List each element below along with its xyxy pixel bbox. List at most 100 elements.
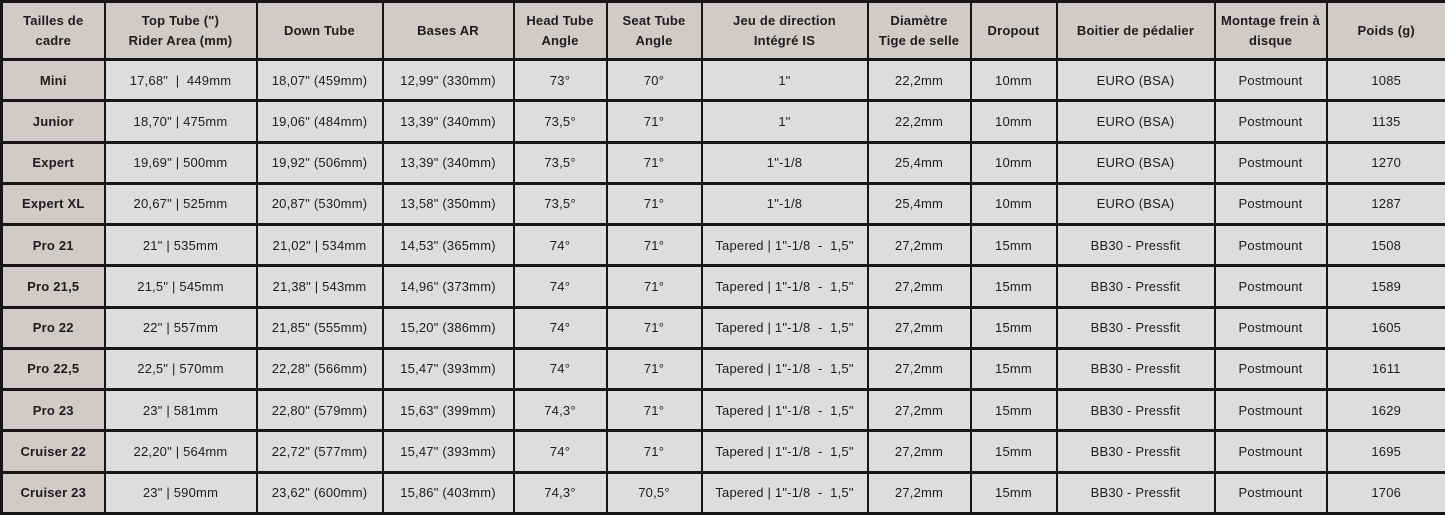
data-cell: 27,2mm xyxy=(866,388,972,433)
data-cell: 74,3° xyxy=(512,388,608,433)
column-header-frame-sizes: Tailles de cadre xyxy=(0,0,106,61)
data-cell: Postmount xyxy=(1213,223,1328,268)
column-header-down-tube: Down Tube xyxy=(255,0,384,61)
data-cell: Postmount xyxy=(1213,181,1328,227)
data-cell: 22,2mm xyxy=(866,99,972,144)
data-cell: 23" | 590mm xyxy=(103,470,258,515)
data-cell: 15mm xyxy=(969,223,1058,268)
data-cell: 1" xyxy=(700,99,869,144)
data-cell: 14,53" (365mm) xyxy=(381,223,515,268)
data-cell: 21,02" | 534mm xyxy=(255,223,384,268)
row-label-cell: Expert xyxy=(0,140,106,185)
row-label-cell: Pro 22 xyxy=(0,305,106,350)
data-cell: BB30 - Pressfit xyxy=(1055,264,1216,309)
data-cell: 71° xyxy=(605,429,703,474)
data-cell: 27,2mm xyxy=(866,305,972,350)
data-cell: 15,63" (399mm) xyxy=(381,388,515,433)
data-cell: 71° xyxy=(605,388,703,433)
data-cell: 73,5° xyxy=(512,181,608,227)
data-cell: 1695 xyxy=(1325,429,1445,474)
data-cell: 74° xyxy=(512,346,608,392)
data-cell: 27,2mm xyxy=(866,470,972,515)
row-label-cell: Pro 22,5 xyxy=(0,346,106,392)
header-row: Tailles de cadre Top Tube (") Rider Area … xyxy=(0,0,1445,61)
data-cell: Tapered | 1"-1/8 - 1,5" xyxy=(700,346,869,392)
data-cell: 1" xyxy=(700,57,869,103)
table-row: Pro 21,5 21,5" | 545mm 21,38" | 543mm 14,96… xyxy=(0,264,1445,309)
table-row: Pro 23 23" | 581mm 22,80" (579mm) 15,63" (3… xyxy=(0,388,1445,433)
data-cell: 19,92" (506mm) xyxy=(255,140,384,185)
data-cell: 22,72" (577mm) xyxy=(255,429,384,474)
data-cell: 22" | 557mm xyxy=(103,305,258,350)
data-cell: BB30 - Pressfit xyxy=(1055,470,1216,515)
data-cell: 71° xyxy=(605,99,703,144)
data-cell: 1605 xyxy=(1325,305,1445,350)
data-cell: Postmount xyxy=(1213,346,1328,392)
data-cell: 27,2mm xyxy=(866,264,972,309)
row-label-cell: Mini xyxy=(0,57,106,103)
data-cell: BB30 - Pressfit xyxy=(1055,429,1216,474)
data-cell: 1085 xyxy=(1325,57,1445,103)
column-header-dropout: Dropout xyxy=(969,0,1058,61)
data-cell: 74° xyxy=(512,429,608,474)
data-cell: 71° xyxy=(605,223,703,268)
data-cell: 1135 xyxy=(1325,99,1445,144)
data-cell: 18,70" | 475mm xyxy=(103,99,258,144)
data-cell: 71° xyxy=(605,181,703,227)
table-header: Tailles de cadre Top Tube (") Rider Area … xyxy=(0,0,1445,61)
data-cell: Postmount xyxy=(1213,99,1328,144)
data-cell: 22,28" (566mm) xyxy=(255,346,384,392)
data-cell: 10mm xyxy=(969,181,1058,227)
data-cell: 12,99" (330mm) xyxy=(381,57,515,103)
data-cell: Tapered | 1"-1/8 - 1,5" xyxy=(700,470,869,515)
column-header-headset: Jeu de direction Intégré IS xyxy=(700,0,869,61)
data-cell: Tapered | 1"-1/8 - 1,5" xyxy=(700,388,869,433)
data-cell: 1589 xyxy=(1325,264,1445,309)
data-cell: 15,20" (386mm) xyxy=(381,305,515,350)
data-cell: 71° xyxy=(605,346,703,392)
data-cell: 73,5° xyxy=(512,140,608,185)
data-cell: 21" | 535mm xyxy=(103,223,258,268)
data-cell: 1"-1/8 xyxy=(700,140,869,185)
data-cell: 22,5" | 570mm xyxy=(103,346,258,392)
table-row: Junior 18,70" | 475mm 19,06" (484mm) 13,39"… xyxy=(0,99,1445,144)
data-cell: 27,2mm xyxy=(866,223,972,268)
row-label-cell: Cruiser 23 xyxy=(0,470,106,515)
data-cell: Postmount xyxy=(1213,429,1328,474)
data-cell: 73,5° xyxy=(512,99,608,144)
data-cell: 15mm xyxy=(969,264,1058,309)
data-cell: 21,85" (555mm) xyxy=(255,305,384,350)
data-cell: 23" | 581mm xyxy=(103,388,258,433)
data-cell: 15mm xyxy=(969,470,1058,515)
data-cell: 27,2mm xyxy=(866,346,972,392)
data-cell: 19,06" (484mm) xyxy=(255,99,384,144)
data-cell: 71° xyxy=(605,264,703,309)
data-cell: 15mm xyxy=(969,388,1058,433)
row-label-cell: Junior xyxy=(0,99,106,144)
data-cell: 15mm xyxy=(969,305,1058,350)
row-label-cell: Cruiser 22 xyxy=(0,429,106,474)
data-cell: BB30 - Pressfit xyxy=(1055,346,1216,392)
data-cell: Tapered | 1"-1/8 - 1,5" xyxy=(700,223,869,268)
row-label-cell: Pro 23 xyxy=(0,388,106,433)
data-cell: 1508 xyxy=(1325,223,1445,268)
data-cell: 17,68" | 449mm xyxy=(103,57,258,103)
data-cell: BB30 - Pressfit xyxy=(1055,223,1216,268)
table-row: Cruiser 23 23" | 590mm 23,62" (600mm) 15,86… xyxy=(0,470,1445,515)
data-cell: 22,2mm xyxy=(866,57,972,103)
table-body: Mini 17,68" | 449mm 18,07" (459mm) 12,99" (… xyxy=(0,57,1445,515)
row-label-cell: Pro 21,5 xyxy=(0,264,106,309)
data-cell: 1611 xyxy=(1325,346,1445,392)
data-cell: 21,38" | 543mm xyxy=(255,264,384,309)
table-row: Expert XL 20,67" | 525mm 20,87" (530mm) 13,… xyxy=(0,181,1445,227)
data-cell: 1270 xyxy=(1325,140,1445,185)
data-cell: EURO (BSA) xyxy=(1055,181,1216,227)
column-header-seatpost-diameter: Diamètre Tige de selle xyxy=(866,0,972,61)
data-cell: 10mm xyxy=(969,140,1058,185)
column-header-weight: Poids (g) xyxy=(1325,0,1445,61)
data-cell: 70,5° xyxy=(605,470,703,515)
data-cell: EURO (BSA) xyxy=(1055,99,1216,144)
column-header-bottom-bracket: Boitier de pédalier xyxy=(1055,0,1216,61)
data-cell: 15mm xyxy=(969,429,1058,474)
